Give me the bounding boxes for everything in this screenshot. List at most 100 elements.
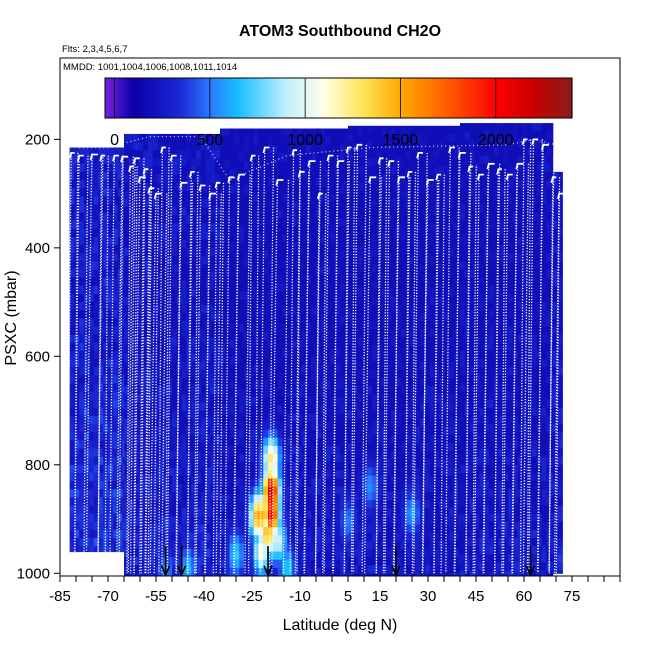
heatmap-cell [405, 231, 411, 241]
heatmap-cell [103, 318, 109, 327]
heatmap-cell [488, 155, 495, 165]
heatmap-cell [69, 375, 75, 384]
heatmap-cell [320, 502, 327, 512]
heatmap-cell [191, 312, 197, 322]
heatmap-cell [484, 147, 490, 157]
heatmap-cell [381, 142, 387, 151]
heatmap-cell [335, 397, 341, 406]
heatmap-cell [464, 253, 471, 262]
heatmap-cell [405, 369, 411, 379]
heatmap-cell [311, 274, 317, 284]
heatmap-cell [484, 123, 490, 132]
heatmap-cell [272, 185, 279, 195]
heatmap-cell [400, 296, 407, 306]
heatmap-cell [415, 557, 421, 566]
heatmap-cell [248, 567, 255, 576]
heatmap-cell [311, 152, 317, 162]
heatmap-cell [340, 413, 346, 422]
heatmap-cell [79, 538, 85, 547]
heatmap-cell [172, 345, 178, 355]
heatmap-cell [122, 440, 125, 450]
heatmap-cell [316, 169, 322, 178]
heatmap-cell [316, 348, 322, 357]
heatmap-cell [234, 372, 240, 382]
heatmap-cell [292, 193, 298, 203]
heatmap-cell [367, 410, 373, 420]
heatmap-cell [396, 288, 402, 298]
heatmap-cell [122, 448, 125, 458]
heatmap-cell [122, 521, 125, 531]
heatmap-cell [181, 378, 187, 387]
heatmap-cell [234, 323, 240, 333]
heatmap-cell [493, 212, 499, 222]
heatmap-cell [469, 505, 475, 515]
heatmap-cell [103, 220, 109, 230]
heatmap-cell [306, 299, 312, 309]
heatmap-cell [429, 280, 435, 290]
heatmap-cell [200, 386, 207, 395]
heatmap-cell [453, 321, 459, 330]
heatmap-cell [122, 529, 125, 539]
heatmap-cell [420, 345, 426, 355]
heatmap-cell [162, 524, 168, 534]
heatmap-cell [493, 407, 499, 417]
heatmap-cell [122, 424, 125, 433]
heatmap-cell [376, 402, 383, 412]
heatmap-cell [484, 399, 490, 409]
heatmap-cell [391, 491, 397, 501]
heatmap-cell [348, 337, 354, 346]
heatmap-cell [306, 527, 312, 536]
heatmap-cell [376, 467, 383, 477]
heatmap-cell [263, 226, 269, 235]
heatmap-cell [234, 486, 240, 496]
heatmap-cell [224, 136, 231, 146]
heatmap-cell [157, 239, 163, 249]
heatmap-cell [344, 128, 349, 138]
heatmap-cell [224, 218, 231, 227]
heatmap-cell [292, 478, 298, 488]
heatmap-cell [429, 491, 435, 501]
heatmap-cell [391, 508, 397, 517]
heatmap-cell [88, 293, 95, 303]
heatmap-cell [93, 448, 99, 458]
heatmap-cell [386, 345, 392, 355]
heatmap-cell [148, 410, 154, 420]
heatmap-cell [372, 557, 378, 566]
heatmap-cell [316, 486, 322, 496]
heatmap-cell [215, 166, 221, 176]
heatmap-cell [420, 434, 426, 444]
heatmap-cell [296, 453, 303, 463]
heatmap-cell [148, 142, 154, 151]
heatmap-cell [234, 388, 240, 398]
heatmap-cell [348, 125, 354, 135]
heatmap-cell [400, 369, 407, 379]
heatmap-cell [93, 269, 99, 279]
heatmap-cell [88, 188, 95, 197]
heatmap-cell [74, 472, 80, 482]
heatmap-cell [88, 538, 95, 547]
heatmap-cell [340, 250, 346, 260]
heatmap-cell [200, 565, 207, 574]
heatmap-cell [453, 410, 459, 420]
heatmap-cell [335, 372, 341, 382]
heatmap-cell [248, 144, 255, 154]
heatmap-cell [429, 158, 435, 167]
heatmap-cell [277, 193, 283, 203]
heatmap-cell [439, 247, 445, 257]
heatmap-cell [488, 188, 495, 197]
heatmap-cell [191, 516, 197, 525]
heatmap-cell [400, 231, 407, 241]
heatmap-cell [162, 451, 168, 460]
heatmap-cell [215, 540, 221, 550]
heatmap-cell [167, 337, 173, 346]
heatmap-cell [405, 247, 411, 257]
heatmap-cell [405, 557, 411, 566]
heatmap-cell [434, 231, 440, 241]
heatmap-cell [287, 283, 293, 292]
heatmap-cell [469, 375, 475, 384]
heatmap-cell [453, 231, 459, 241]
heatmap-cell [277, 397, 283, 406]
heatmap-cell [239, 323, 245, 333]
heatmap-cell [263, 462, 269, 471]
heatmap-cell [498, 228, 504, 238]
